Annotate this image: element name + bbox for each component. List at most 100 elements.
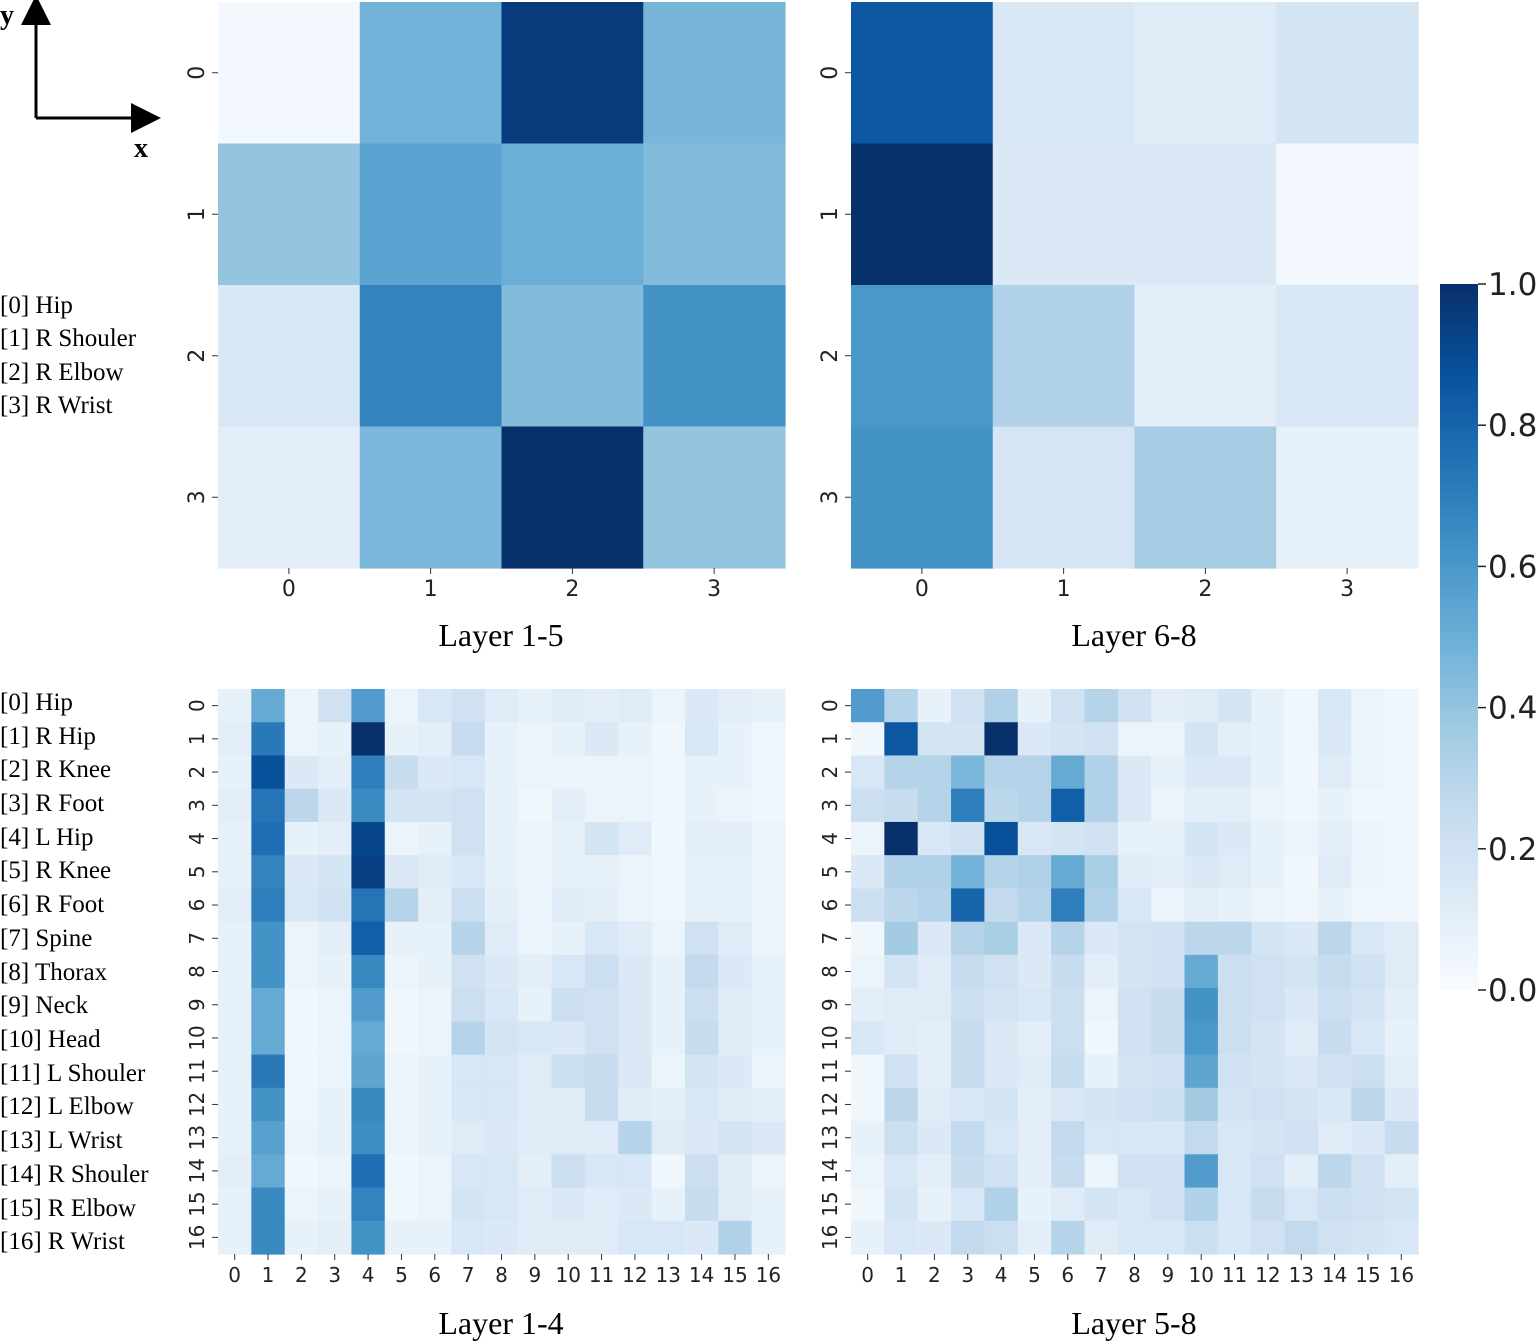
heatmap-cell [1084,921,1119,956]
heatmap-cell [1151,1054,1186,1089]
heatmap-cell [218,1187,252,1222]
heatmap-cell [1251,1154,1286,1189]
heatmap-cell [1384,888,1419,923]
heatmap-cell [1117,855,1152,890]
heatmap-cell [1251,788,1286,823]
x-tick-label: 5 [395,1263,408,1287]
y-tick-label: 15 [818,1191,842,1216]
heatmap-layer-6-8: 0 1 2 3 0 1 2 3 [818,2,1419,602]
heatmap-cell [351,1021,386,1056]
heatmap-cell [418,722,453,757]
heatmap-cell [917,1154,952,1189]
heatmap-cell [751,1054,786,1089]
heatmap-cell [218,426,361,569]
x-tick-label: 1 [262,1263,275,1287]
y-tick-label: 14 [185,1158,209,1183]
x-tick-label: 0 [861,1263,874,1287]
heatmap-cell [451,821,486,856]
heatmap-cell [384,1054,419,1089]
heatmap-cell [1217,1087,1252,1122]
heatmap-cell [1051,1187,1086,1222]
heatmap-cell [1184,1054,1219,1089]
heatmap-cell [251,788,286,823]
y-tick-label: 13 [185,1125,209,1150]
colorbar-tick-label: 0.0 [1488,973,1537,1009]
x-tick-label: 3 [707,577,721,602]
heatmap-cell [1151,755,1186,790]
heatmap-cell [1284,722,1319,757]
heatmap-cell [1351,888,1386,923]
heatmap-cell [951,988,986,1022]
heatmap-cell [318,689,353,723]
heatmap-cell [917,1021,952,1056]
heatmap-cell [1317,1121,1352,1155]
heatmap-cell [1084,1187,1119,1222]
heatmap-cell [451,888,486,923]
heatmap-cell [1184,888,1219,923]
heatmap-cell [684,788,719,823]
heatmap-cell [1117,821,1152,856]
heatmap-cell [1317,954,1352,989]
heatmap-cell [484,1154,519,1189]
heatmap-cell [351,1220,386,1255]
heatmap-cell [1276,285,1419,428]
heatmap-cell [1284,954,1319,989]
heatmap-cell [751,788,786,823]
heatmap-cell [1284,689,1319,723]
heatmap-cell [284,821,319,856]
heatmap-cell [851,143,994,286]
heatmap-cell [1284,821,1319,856]
heatmap-cell [484,1021,519,1056]
y-tick-label: 11 [185,1058,209,1083]
heatmap-cell [584,1121,619,1155]
heatmap-cell [384,988,419,1022]
heatmap-cell [1051,722,1086,757]
heatmap-cell [384,689,419,723]
x-tick-label: 1 [895,1263,908,1287]
heatmap-cell [1251,988,1286,1022]
heatmap-cell [1251,954,1286,989]
heatmap-cell [884,1021,919,1056]
heatmap-cell [651,689,686,723]
heatmap-cell [1051,1087,1086,1122]
heatmap-cell [384,821,419,856]
heatmap-cell [1017,1187,1052,1222]
heatmap-cell [618,722,653,757]
y-tick-label: 9 [185,998,209,1011]
heatmap-cell [318,1087,353,1122]
heatmap-cell [218,2,361,145]
heatmap-cell [484,1220,519,1255]
y-tick-label: 16 [818,1225,842,1250]
heatmap-cell [1184,988,1219,1022]
heatmap-cell [284,1087,319,1122]
x-direction-label: x [134,133,148,164]
heatmap-cell [718,788,753,823]
heatmap-cell [284,954,319,989]
y-tick-label: 1 [185,732,209,745]
heatmap-cell [1084,988,1119,1022]
heatmap-cell [951,1054,986,1089]
heatmap-cell [1317,1187,1352,1222]
heatmap-cell [284,888,319,923]
heatmap-cell [1317,855,1352,890]
heatmap-cell [1217,1021,1252,1056]
heatmap-cell [384,755,419,790]
heatmap-cell [1317,921,1352,956]
heatmap-cell [751,1021,786,1056]
heatmap-cell [484,888,519,923]
y-tick-label: 2 [185,766,209,779]
y-tick-label: 1 [185,207,210,221]
y-tick-label: 4 [818,832,842,845]
heatmap-cell [1317,1154,1352,1189]
heatmap-cell [718,689,753,723]
heatmap-cell [251,1187,286,1222]
heatmap-cell [1051,821,1086,856]
heatmap-cell [1051,755,1086,790]
x-tick-label: 10 [555,1263,580,1287]
heatmap-cell [951,788,986,823]
heatmap-cell [251,1154,286,1189]
heatmap-cell [518,1220,553,1255]
heatmap-cell [1251,921,1286,956]
heatmap-cell [1084,1021,1119,1056]
heatmap-cell [218,788,252,823]
